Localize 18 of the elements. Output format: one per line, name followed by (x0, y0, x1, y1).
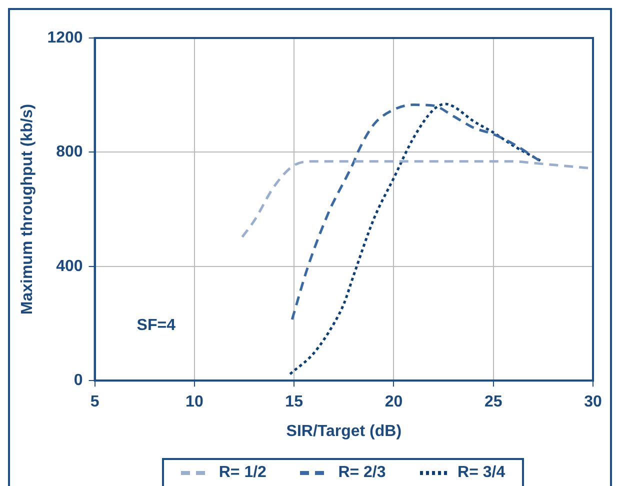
x-tick-label: 15 (285, 394, 304, 411)
annotation: SF=4 (136, 317, 176, 334)
legend-label: R= 1/2 (218, 464, 266, 482)
line-series (290, 104, 540, 321)
line-series (288, 102, 542, 376)
y-axis-title: Maximum throughput (kb/s) (19, 104, 36, 315)
x-tick-label: 5 (90, 394, 100, 411)
y-tick-label: 0 (74, 372, 83, 390)
legend-label: R= 2/3 (338, 464, 386, 482)
x-axis-title: SIR/Target (dB) (286, 422, 402, 440)
legend-label: R= 3/4 (458, 464, 506, 482)
x-tick-label: 25 (484, 394, 502, 411)
x-tick-label: 20 (384, 394, 403, 411)
x-tick-label: 10 (186, 394, 204, 411)
y-tick-label: 400 (56, 258, 83, 275)
y-tick-label: 1200 (47, 29, 83, 46)
y-tick-label: 800 (56, 144, 83, 161)
x-tick-label: 30 (584, 394, 602, 411)
